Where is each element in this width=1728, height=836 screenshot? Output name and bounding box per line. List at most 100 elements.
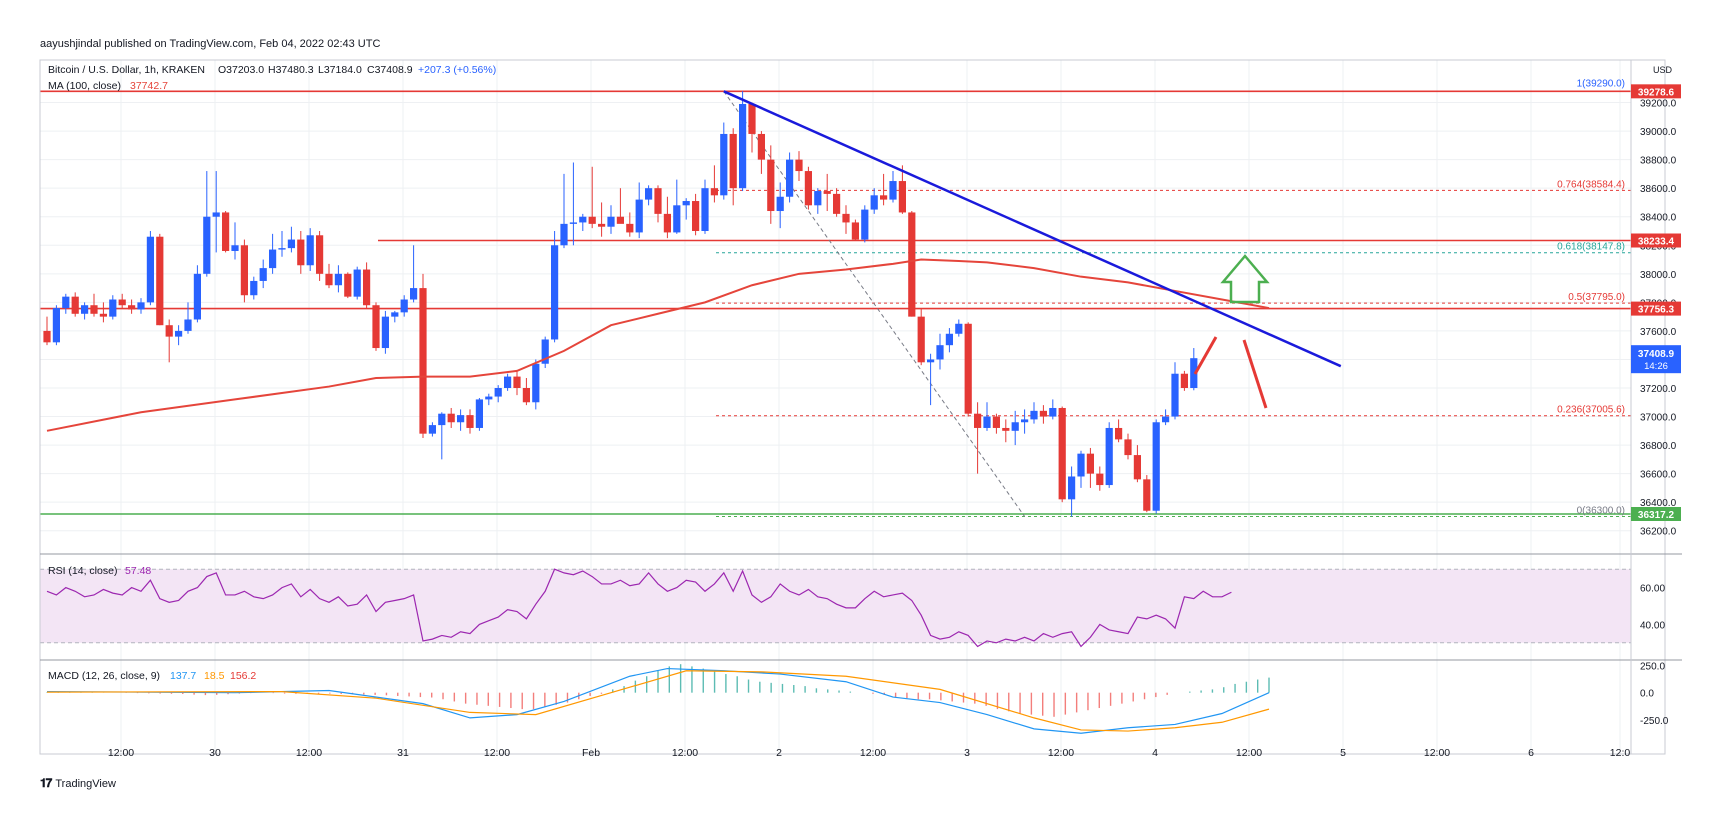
candle-body[interactable] — [964, 323, 972, 414]
candle-body[interactable] — [861, 209, 869, 240]
candle-body[interactable] — [475, 399, 483, 428]
candle-body[interactable] — [1021, 419, 1029, 423]
candle-body[interactable] — [645, 188, 653, 200]
candle-body[interactable] — [635, 199, 643, 233]
candle-body[interactable] — [1077, 453, 1085, 477]
candle-body[interactable] — [81, 305, 89, 314]
candle-body[interactable] — [428, 425, 436, 434]
candle-body[interactable] — [936, 345, 944, 360]
candle-body[interactable] — [1143, 479, 1151, 511]
candle-body[interactable] — [692, 201, 700, 231]
candle-body[interactable] — [306, 235, 314, 266]
candle-body[interactable] — [927, 359, 935, 363]
candle-body[interactable] — [607, 216, 615, 227]
candle-body[interactable] — [316, 235, 324, 274]
candle-body[interactable] — [880, 195, 888, 200]
candle-body[interactable] — [804, 171, 812, 206]
candle-body[interactable] — [1115, 427, 1123, 440]
candle-body[interactable] — [99, 313, 107, 317]
candle-body[interactable] — [522, 388, 530, 403]
candle-body[interactable] — [1049, 407, 1057, 417]
candle-body[interactable] — [1152, 422, 1160, 511]
candle-body[interactable] — [165, 325, 173, 337]
candle-body[interactable] — [842, 213, 850, 223]
candle-body[interactable] — [175, 330, 183, 337]
candle-body[interactable] — [729, 133, 737, 189]
candle-body[interactable] — [870, 195, 878, 210]
candle-body[interactable] — [1171, 373, 1179, 417]
candle-body[interactable] — [1058, 407, 1066, 500]
candle-body[interactable] — [485, 396, 493, 400]
candle-body[interactable] — [917, 316, 925, 363]
candle-body[interactable] — [983, 416, 991, 428]
candle-body[interactable] — [334, 273, 342, 286]
candle-body[interactable] — [551, 245, 559, 340]
candle-body[interactable] — [222, 212, 230, 251]
candle-body[interactable] — [259, 268, 267, 281]
candle-body[interactable] — [739, 103, 747, 189]
candle-body[interactable] — [466, 415, 474, 428]
candle-body[interactable] — [419, 288, 427, 434]
candle-body[interactable] — [710, 188, 718, 196]
candle-body[interactable] — [1030, 410, 1038, 420]
candle-body[interactable] — [898, 181, 906, 213]
candle-body[interactable] — [344, 273, 352, 297]
candle-body[interactable] — [1133, 455, 1141, 480]
candle-body[interactable] — [184, 319, 192, 331]
candle-body[interactable] — [1096, 473, 1104, 486]
candle-body[interactable] — [663, 213, 671, 233]
candle-body[interactable] — [945, 333, 953, 346]
candle-body[interactable] — [757, 133, 765, 160]
candle-body[interactable] — [353, 269, 361, 297]
candle-body[interactable] — [814, 191, 822, 206]
candle-body[interactable] — [62, 296, 70, 309]
candle-body[interactable] — [588, 216, 596, 224]
candle-body[interactable] — [560, 223, 568, 246]
candle-body[interactable] — [457, 415, 465, 423]
candle-body[interactable] — [240, 245, 248, 296]
candle-body[interactable] — [90, 305, 98, 314]
candle-body[interactable] — [569, 222, 577, 224]
candle-body[interactable] — [889, 181, 897, 200]
candle-body[interactable] — [682, 201, 690, 206]
candle-body[interactable] — [1180, 373, 1188, 388]
candle-body[interactable] — [52, 308, 60, 343]
candle-body[interactable] — [494, 388, 502, 397]
candle-body[interactable] — [720, 133, 728, 196]
candle-body[interactable] — [231, 245, 239, 251]
candle-body[interactable] — [410, 288, 418, 300]
candle-body[interactable] — [287, 239, 295, 249]
candle-body[interactable] — [43, 330, 51, 343]
candle-body[interactable] — [381, 316, 389, 349]
candle-body[interactable] — [447, 413, 455, 423]
candle-body[interactable] — [1124, 439, 1132, 456]
candle-body[interactable] — [598, 223, 606, 227]
candle-body[interactable] — [504, 376, 512, 388]
candle-body[interactable] — [278, 248, 286, 250]
candle-body[interactable] — [767, 159, 775, 212]
candle-body[interactable] — [748, 103, 756, 134]
candle-body[interactable] — [193, 273, 201, 320]
candle-body[interactable] — [673, 205, 681, 233]
candle-body[interactable] — [776, 196, 784, 212]
candle-body[interactable] — [1068, 476, 1076, 500]
candle-body[interactable] — [400, 299, 408, 313]
candle-body[interactable] — [1162, 416, 1170, 423]
candle-body[interactable] — [325, 273, 333, 286]
candle-body[interactable] — [156, 236, 164, 326]
candle-body[interactable] — [438, 413, 446, 426]
candle-body[interactable] — [212, 212, 220, 217]
candle-body[interactable] — [250, 280, 258, 296]
candle-body[interactable] — [786, 159, 794, 197]
candle-body[interactable] — [1086, 453, 1094, 474]
candle-body[interactable] — [795, 159, 803, 172]
candle-body[interactable] — [616, 216, 624, 224]
candle-body[interactable] — [908, 212, 916, 317]
candle-body[interactable] — [955, 323, 963, 334]
candle-body[interactable] — [701, 188, 709, 231]
candle-body[interactable] — [1039, 410, 1047, 417]
candle-body[interactable] — [541, 339, 549, 364]
candle-body[interactable] — [851, 222, 859, 240]
candle-body[interactable] — [654, 188, 662, 214]
